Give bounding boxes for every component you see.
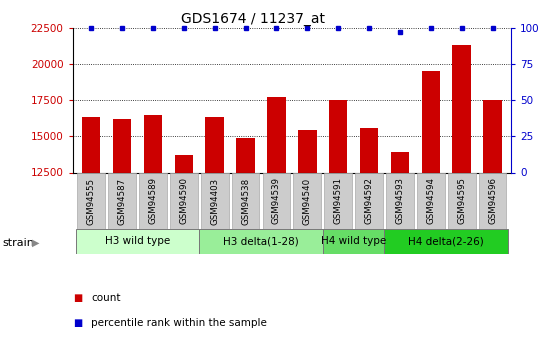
- FancyBboxPatch shape: [263, 172, 291, 229]
- FancyBboxPatch shape: [108, 172, 136, 229]
- FancyBboxPatch shape: [355, 172, 383, 229]
- FancyBboxPatch shape: [417, 172, 445, 229]
- Text: percentile rank within the sample: percentile rank within the sample: [91, 318, 267, 327]
- FancyBboxPatch shape: [323, 229, 385, 254]
- Text: H4 wild type: H4 wild type: [321, 236, 386, 246]
- FancyBboxPatch shape: [293, 172, 321, 229]
- Text: ▶: ▶: [32, 238, 40, 248]
- Text: ■: ■: [73, 318, 82, 327]
- Text: GSM94403: GSM94403: [210, 177, 219, 225]
- Text: H4 delta(2-26): H4 delta(2-26): [408, 236, 484, 246]
- Text: strain: strain: [3, 238, 34, 248]
- Text: GDS1674 / 11237_at: GDS1674 / 11237_at: [181, 12, 325, 26]
- Text: count: count: [91, 294, 121, 303]
- Text: GSM94590: GSM94590: [179, 177, 188, 225]
- Bar: [82, 117, 101, 345]
- Bar: [113, 119, 131, 345]
- FancyBboxPatch shape: [385, 229, 508, 254]
- Text: GSM94596: GSM94596: [488, 177, 497, 225]
- FancyBboxPatch shape: [479, 172, 506, 229]
- Text: ■: ■: [73, 294, 82, 303]
- Text: H3 delta(1-28): H3 delta(1-28): [223, 236, 299, 246]
- FancyBboxPatch shape: [386, 172, 414, 229]
- Text: GSM94538: GSM94538: [241, 177, 250, 225]
- Bar: [422, 71, 440, 345]
- Text: GSM94594: GSM94594: [426, 177, 435, 225]
- FancyBboxPatch shape: [76, 229, 199, 254]
- FancyBboxPatch shape: [77, 172, 105, 229]
- FancyBboxPatch shape: [199, 229, 323, 254]
- Text: GSM94591: GSM94591: [334, 177, 343, 225]
- FancyBboxPatch shape: [139, 172, 167, 229]
- Bar: [174, 155, 193, 345]
- Bar: [391, 152, 409, 345]
- FancyBboxPatch shape: [324, 172, 352, 229]
- Bar: [329, 100, 348, 345]
- Text: GSM94589: GSM94589: [148, 177, 158, 225]
- FancyBboxPatch shape: [448, 172, 476, 229]
- Bar: [360, 128, 378, 345]
- Bar: [483, 100, 502, 345]
- Bar: [452, 45, 471, 345]
- FancyBboxPatch shape: [201, 172, 229, 229]
- Text: H3 wild type: H3 wild type: [105, 236, 170, 246]
- Text: GSM94595: GSM94595: [457, 177, 466, 225]
- Bar: [298, 130, 316, 345]
- Bar: [144, 115, 162, 345]
- Text: GSM94540: GSM94540: [303, 177, 312, 225]
- Bar: [206, 117, 224, 345]
- Bar: [267, 97, 286, 345]
- FancyBboxPatch shape: [170, 172, 197, 229]
- Text: GSM94555: GSM94555: [87, 177, 96, 225]
- Text: GSM94587: GSM94587: [117, 177, 126, 225]
- Text: GSM94592: GSM94592: [365, 177, 373, 225]
- FancyBboxPatch shape: [232, 172, 259, 229]
- Text: GSM94539: GSM94539: [272, 177, 281, 225]
- Bar: [236, 138, 255, 345]
- Text: GSM94593: GSM94593: [395, 177, 405, 225]
